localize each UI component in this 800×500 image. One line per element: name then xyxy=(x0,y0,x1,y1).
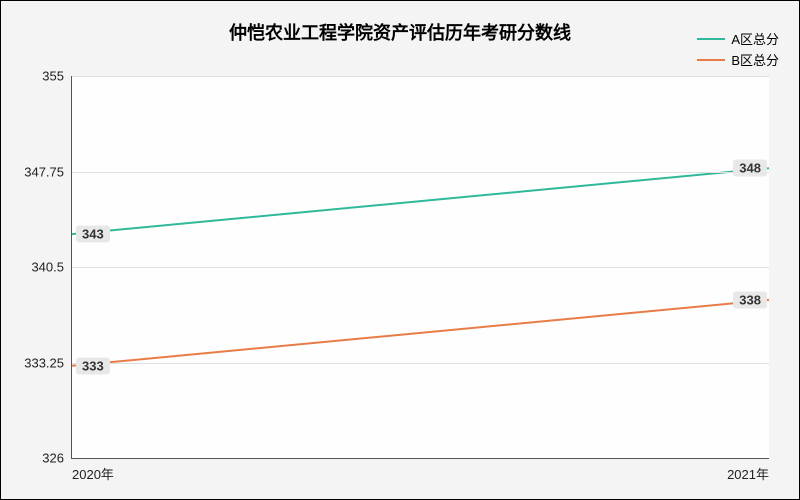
legend-label-a: A区总分 xyxy=(731,29,779,48)
chart-title: 仲恺农业工程学院资产评估历年考研分数线 xyxy=(16,19,784,45)
x-tick-label: 2021年 xyxy=(727,458,769,483)
point-label: 348 xyxy=(733,160,767,177)
x-tick-label: 2020年 xyxy=(72,458,114,483)
gridline xyxy=(72,76,769,77)
gridline xyxy=(72,363,769,364)
legend-label-b: B区总分 xyxy=(731,50,779,69)
gridline xyxy=(72,172,769,173)
point-label: 343 xyxy=(76,226,110,243)
y-tick-label: 347.75 xyxy=(24,164,72,179)
series-line xyxy=(72,300,769,366)
gridline xyxy=(72,267,769,268)
legend: A区总分 B区总分 xyxy=(697,29,779,71)
legend-item-b: B区总分 xyxy=(697,50,779,69)
series-line xyxy=(72,168,769,234)
legend-swatch-a xyxy=(697,38,725,40)
legend-swatch-b xyxy=(697,59,725,61)
y-tick-label: 340.5 xyxy=(31,260,72,275)
chart-container: 仲恺农业工程学院资产评估历年考研分数线 A区总分 B区总分 326 333.25 3… xyxy=(0,0,800,500)
point-label: 338 xyxy=(733,291,767,308)
y-tick-label: 333.25 xyxy=(24,355,72,370)
y-tick-label: 326 xyxy=(42,451,72,466)
point-label: 333 xyxy=(76,357,110,374)
y-tick-label: 355 xyxy=(42,69,72,84)
plot-area: 326333.25340.5347.753552020年2021年3433483… xyxy=(71,76,769,459)
legend-item-a: A区总分 xyxy=(697,29,779,48)
